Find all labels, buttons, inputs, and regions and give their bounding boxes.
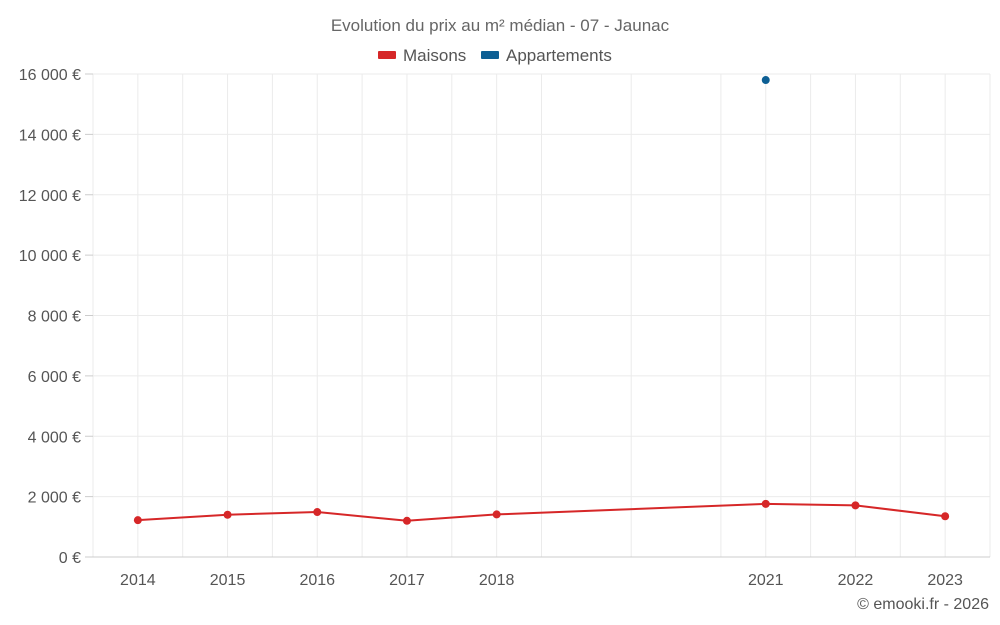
data-point-maisons[interactable] [402, 516, 411, 525]
legend-swatch-appartements [481, 51, 499, 59]
y-tick-label: 8 000 € [28, 309, 81, 326]
legend-label-appartements: Appartements [506, 46, 612, 65]
x-tick-label: 2015 [210, 572, 246, 589]
x-tick-label: 2017 [389, 572, 425, 589]
series-appartements [761, 76, 770, 85]
y-tick-label: 10 000 € [19, 248, 81, 265]
x-tick-label: 2014 [120, 572, 156, 589]
x-tick-label: 2023 [927, 572, 963, 589]
y-tick-label: 6 000 € [28, 369, 81, 386]
chart-title: Evolution du prix au m² médian - 07 - Ja… [331, 16, 670, 35]
legend-item-maisons[interactable]: Maisons [378, 46, 466, 65]
data-point-maisons[interactable] [761, 499, 770, 508]
data-point-maisons[interactable] [941, 512, 950, 521]
x-tick-label: 2021 [748, 572, 784, 589]
y-tick-label: 0 € [59, 550, 81, 567]
x-tick-label: 2022 [838, 572, 874, 589]
data-point-appartements[interactable] [761, 76, 770, 85]
legend: Maisons Appartements [378, 46, 612, 65]
y-tick-label: 16 000 € [19, 67, 81, 84]
y-tick-label: 4 000 € [28, 429, 81, 446]
series [133, 76, 950, 525]
legend-swatch-maisons [378, 51, 396, 59]
credit: © emooki.fr - 2026 [857, 596, 989, 613]
y-tick-label: 14 000 € [19, 127, 81, 144]
x-tick-label: 2016 [299, 572, 335, 589]
legend-item-appartements[interactable]: Appartements [481, 46, 612, 65]
data-point-maisons[interactable] [133, 516, 142, 525]
data-point-maisons[interactable] [223, 510, 232, 519]
axes: 0 € 2 000 € 4 000 € 6 000 € 8 000 € 10 000 € 1… [19, 67, 990, 589]
y-tick-label: 12 000 € [19, 188, 81, 205]
grid [92, 73, 991, 558]
data-point-maisons[interactable] [492, 510, 501, 519]
x-tick-label: 2018 [479, 572, 515, 589]
data-point-maisons[interactable] [851, 501, 860, 510]
legend-label-maisons: Maisons [403, 46, 466, 65]
y-tick-label: 2 000 € [28, 490, 81, 507]
series-maisons [133, 499, 950, 525]
data-point-maisons[interactable] [313, 508, 322, 517]
series-line-maisons [137, 502, 946, 522]
